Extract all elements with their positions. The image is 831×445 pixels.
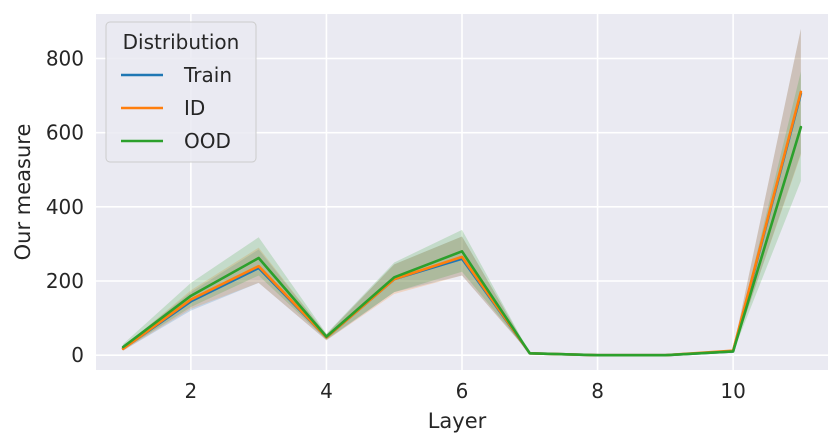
y-axis-label: Our measure	[11, 124, 35, 261]
y-tick-label: 800	[46, 47, 84, 71]
x-axis-label: Layer	[428, 409, 487, 433]
legend-label-ood: OOD	[184, 129, 231, 153]
x-tick-label: 6	[456, 379, 469, 403]
legend-label-train: Train	[183, 63, 232, 87]
series-line-ood	[121, 125, 803, 357]
y-tick-labels: 0 200 400 600 800	[46, 47, 84, 368]
x-tick-label: 10	[720, 379, 745, 403]
legend-items: Train ID OOD	[121, 63, 232, 153]
legend-label-id: ID	[184, 96, 205, 120]
y-tick-label: 200	[46, 269, 84, 293]
x-tick-labels: 2 4 6 8 10	[185, 379, 746, 403]
y-tick-label: 400	[46, 195, 84, 219]
legend-box	[105, 21, 257, 163]
x-tick-label: 4	[320, 379, 333, 403]
series-lines	[121, 90, 803, 357]
y-tick-label: 0	[71, 343, 84, 367]
x-tick-label: 2	[185, 379, 198, 403]
y-tick-label: 600	[46, 121, 84, 145]
legend: Distribution Train ID OOD	[105, 21, 257, 163]
legend-title: Distribution	[123, 30, 240, 54]
x-tick-label: 8	[591, 379, 604, 403]
